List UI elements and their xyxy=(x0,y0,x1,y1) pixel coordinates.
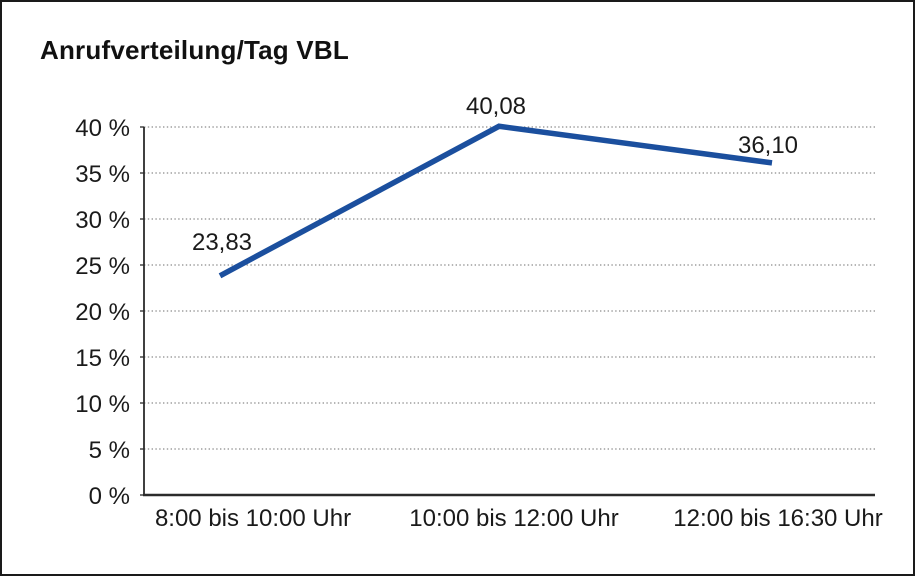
data-labels-group: 23,83 40,08 36,10 xyxy=(192,93,798,256)
data-line-group xyxy=(218,123,773,279)
x-category-label: 10:00 bis 12:00 Uhr xyxy=(409,505,618,532)
gridlines-group xyxy=(144,126,875,450)
y-tick-label: 25 % xyxy=(75,253,130,280)
data-point-label: 23,83 xyxy=(192,229,252,256)
y-tick-label: 15 % xyxy=(75,345,130,372)
y-tick-label: 10 % xyxy=(75,391,130,418)
chart-title: Anrufverteilung/Tag VBL xyxy=(40,35,349,65)
y-tick-label: 20 % xyxy=(75,299,130,326)
y-tick-label: 0 % xyxy=(89,483,130,510)
axes-group xyxy=(140,126,875,497)
data-line xyxy=(218,123,773,279)
y-tick-label: 30 % xyxy=(75,207,130,234)
data-point-label: 40,08 xyxy=(466,93,526,120)
x-axis-labels-group: 8:00 bis 10:00 Uhr 10:00 bis 12:00 Uhr 12:… xyxy=(155,505,883,532)
data-point-label: 36,10 xyxy=(738,132,798,159)
y-tick-label: 5 % xyxy=(89,437,130,464)
y-axis-labels-group: 0 % 5 % 10 % 15 % 20 % 25 % 30 % 35 % 40 % xyxy=(75,115,130,510)
y-tick-label: 40 % xyxy=(75,115,130,142)
x-category-label: 12:00 bis 16:30 Uhr xyxy=(673,505,882,532)
x-category-label: 8:00 bis 10:00 Uhr xyxy=(155,505,351,532)
y-tick-label: 35 % xyxy=(75,161,130,188)
